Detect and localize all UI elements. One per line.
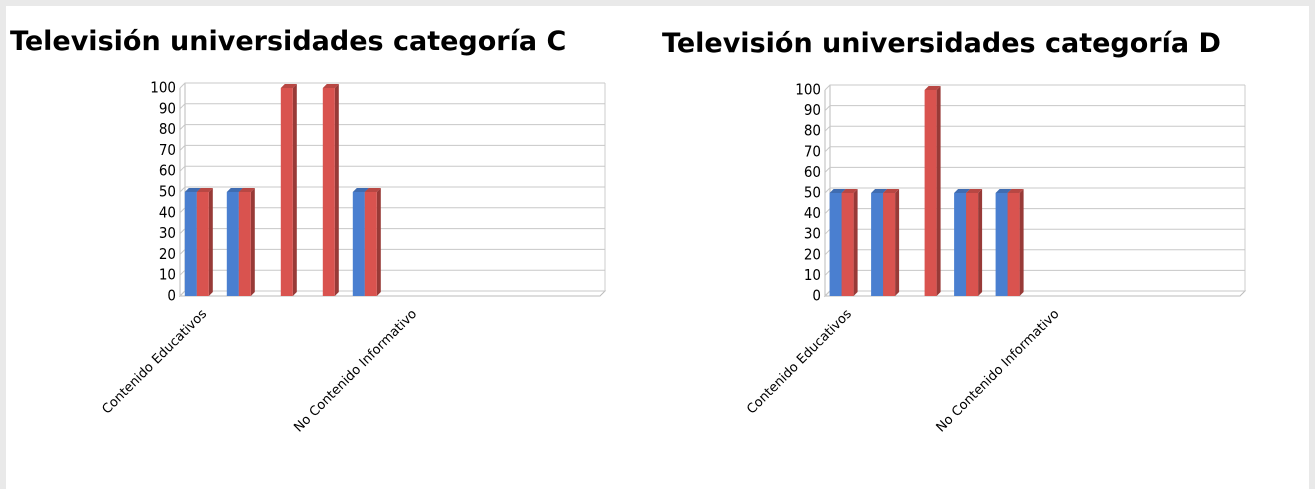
bar-front xyxy=(995,193,1008,296)
y-tick-label: 30 xyxy=(804,225,821,243)
bar xyxy=(196,188,213,296)
canvas xyxy=(6,6,1309,489)
y-tick-label: 50 xyxy=(159,183,176,201)
y-tick-label: 20 xyxy=(804,245,821,263)
bar-top xyxy=(829,189,846,193)
bar-front xyxy=(238,192,251,296)
y-tick-label: 60 xyxy=(159,162,176,180)
bar xyxy=(280,84,297,296)
grid-line xyxy=(179,165,605,172)
bar-side xyxy=(853,189,858,296)
bar-top xyxy=(871,189,888,193)
bar-top xyxy=(1007,189,1024,193)
bar-side xyxy=(292,84,297,296)
bar-side xyxy=(1019,189,1024,296)
y-tick-label: 80 xyxy=(159,120,176,138)
grid-line xyxy=(179,186,605,193)
bar-top xyxy=(995,189,1012,193)
grid-line xyxy=(824,166,1245,173)
y-tick-label: 70 xyxy=(804,142,821,160)
grid-line xyxy=(824,84,1245,91)
bar-top xyxy=(841,189,858,193)
bar-front xyxy=(364,192,377,296)
chart-title: Televisión universidades categoría C xyxy=(10,26,566,57)
bar xyxy=(924,86,941,296)
grid-line xyxy=(824,187,1245,194)
y-tick-label: 0 xyxy=(812,287,821,305)
y-tick-label: 0 xyxy=(167,287,176,305)
bar-side xyxy=(978,189,983,296)
bar-front xyxy=(966,193,979,296)
bar-front xyxy=(841,193,854,296)
y-tick-label: 80 xyxy=(804,122,821,140)
chart-title: Televisión universidades categoría D xyxy=(662,28,1221,59)
bar-top xyxy=(184,188,201,192)
bar xyxy=(966,189,983,296)
bar-top xyxy=(226,188,243,192)
bar-front xyxy=(226,192,239,296)
bar-top xyxy=(883,189,900,193)
y-tick-label: 10 xyxy=(159,266,176,284)
y-tick-label: 90 xyxy=(804,101,821,119)
y-tick-label: 40 xyxy=(804,204,821,222)
y-tick-label: 40 xyxy=(159,203,176,221)
bar-front xyxy=(196,192,209,296)
bar-front xyxy=(924,90,937,296)
y-tick-label: 100 xyxy=(795,81,821,99)
y-tick-label: 70 xyxy=(159,141,176,159)
y-tick-label: 60 xyxy=(804,163,821,181)
bar-front xyxy=(954,193,967,296)
bar xyxy=(322,84,339,296)
bar-front xyxy=(280,88,293,296)
bar-top xyxy=(352,188,369,192)
y-tick-label: 50 xyxy=(804,184,821,202)
bar-top xyxy=(322,84,339,88)
grid-line xyxy=(179,103,605,110)
bar-front xyxy=(883,193,896,296)
grid-line xyxy=(179,82,605,89)
grid-line xyxy=(824,105,1245,111)
bar-top xyxy=(966,189,983,193)
bar-front xyxy=(829,193,842,296)
y-tick-label: 30 xyxy=(159,224,176,242)
bar-front xyxy=(322,88,335,296)
bar-side xyxy=(334,84,339,296)
bar-top xyxy=(196,188,213,192)
bar-side xyxy=(936,86,941,296)
bar-front xyxy=(871,193,884,296)
bar-side xyxy=(250,188,255,296)
grid-line xyxy=(179,124,605,130)
bar-top xyxy=(280,84,297,88)
y-tick-label: 20 xyxy=(159,245,176,263)
bar-top xyxy=(238,188,255,192)
bar-top xyxy=(364,188,381,192)
bar xyxy=(238,188,255,296)
bar-side xyxy=(208,188,213,296)
bar xyxy=(364,188,381,296)
bar-side xyxy=(376,188,381,296)
bar xyxy=(1007,189,1024,296)
y-tick-label: 10 xyxy=(804,266,821,284)
bar-top xyxy=(924,86,941,90)
y-tick-label: 90 xyxy=(159,99,176,117)
grid-line xyxy=(824,125,1245,132)
grid-line xyxy=(824,146,1245,153)
bar-front xyxy=(352,192,365,296)
bar xyxy=(883,189,900,296)
bar xyxy=(841,189,858,296)
bar-front xyxy=(184,192,197,296)
bar-top xyxy=(954,189,971,193)
y-tick-label: 100 xyxy=(150,79,176,97)
bar-side xyxy=(895,189,900,296)
grid-line xyxy=(179,144,605,151)
bar-front xyxy=(1007,193,1020,296)
